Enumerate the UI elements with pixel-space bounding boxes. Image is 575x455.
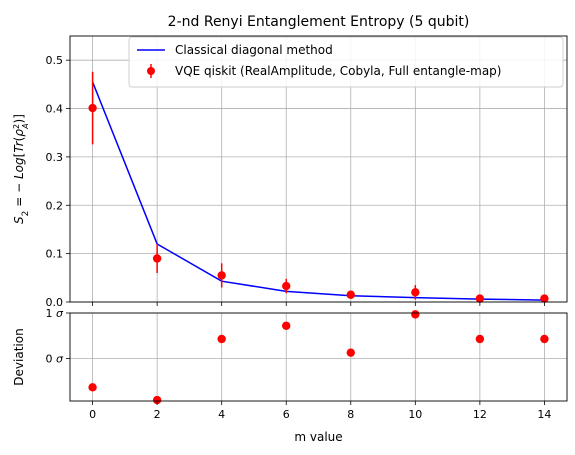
top-ticks: 0.0 0.1 0.2 0.3 0.4 0.5 <box>46 54 545 309</box>
x-tick-label: 6 <box>283 408 290 421</box>
legend-entry-vqe: VQE qiskit (RealAmplitude, Cobyla, Full … <box>175 64 501 78</box>
x-tick-label: 10 <box>408 408 422 421</box>
bottom-y-tick-label: 1 σ <box>46 307 65 320</box>
vqe-point <box>540 294 549 303</box>
top-y-tick-label: 0.5 <box>46 54 64 67</box>
bottom-ticks: 0 2 4 6 8 10 12 14 0 σ 1 σ <box>46 307 552 421</box>
top-y-tick-label: 0.1 <box>46 248 64 261</box>
vqe-point <box>346 290 355 299</box>
deviation-point <box>540 334 549 344</box>
deviation-point <box>152 395 162 405</box>
legend-entry-classical: Classical diagonal method <box>175 43 333 57</box>
legend-marker-swatch <box>147 67 155 75</box>
vqe-point <box>217 271 226 280</box>
top-y-tick-label: 0.0 <box>46 296 64 309</box>
deviation-point <box>282 321 291 330</box>
x-tick-label: 14 <box>537 408 551 421</box>
deviation-point <box>217 334 226 344</box>
deviation-point <box>475 334 485 344</box>
legend-box <box>128 36 564 88</box>
x-tick-label: 12 <box>473 408 487 421</box>
x-axis-label: m value <box>294 430 342 444</box>
top-y-tick-label: 0.2 <box>46 199 64 212</box>
top-y-axis-label: S2 = − Log[Tr(ρ2A)] <box>12 114 32 224</box>
bottom-y-axis-label: Deviation <box>12 328 26 385</box>
x-tick-label: 2 <box>154 408 161 421</box>
classical-line <box>91 81 545 301</box>
deviation-point <box>346 348 355 357</box>
deviation-point <box>411 310 420 319</box>
x-tick-label: 0 <box>89 408 96 421</box>
vqe-point <box>475 294 485 303</box>
vqe-point <box>282 281 291 291</box>
bottom-axes-frame <box>69 312 568 402</box>
vqe-point <box>411 288 420 297</box>
top-y-tick-label: 0.3 <box>46 151 64 164</box>
top-axes-frame <box>69 35 568 303</box>
bottom-y-tick-label: 0 σ <box>46 353 65 366</box>
deviation-point <box>88 383 97 392</box>
top-series <box>88 71 549 303</box>
vqe-point <box>88 103 97 113</box>
legend: Classical diagonal method VQE qiskit (Re… <box>128 36 564 88</box>
x-tick-label: 8 <box>347 408 354 421</box>
vqe-point <box>152 254 162 263</box>
bottom-series <box>88 310 549 405</box>
top-y-tick-label: 0.4 <box>46 103 64 116</box>
x-tick-label: 4 <box>218 408 225 421</box>
chart-title: 2-nd Renyi Entanglement Entropy (5 qubit… <box>168 14 470 30</box>
